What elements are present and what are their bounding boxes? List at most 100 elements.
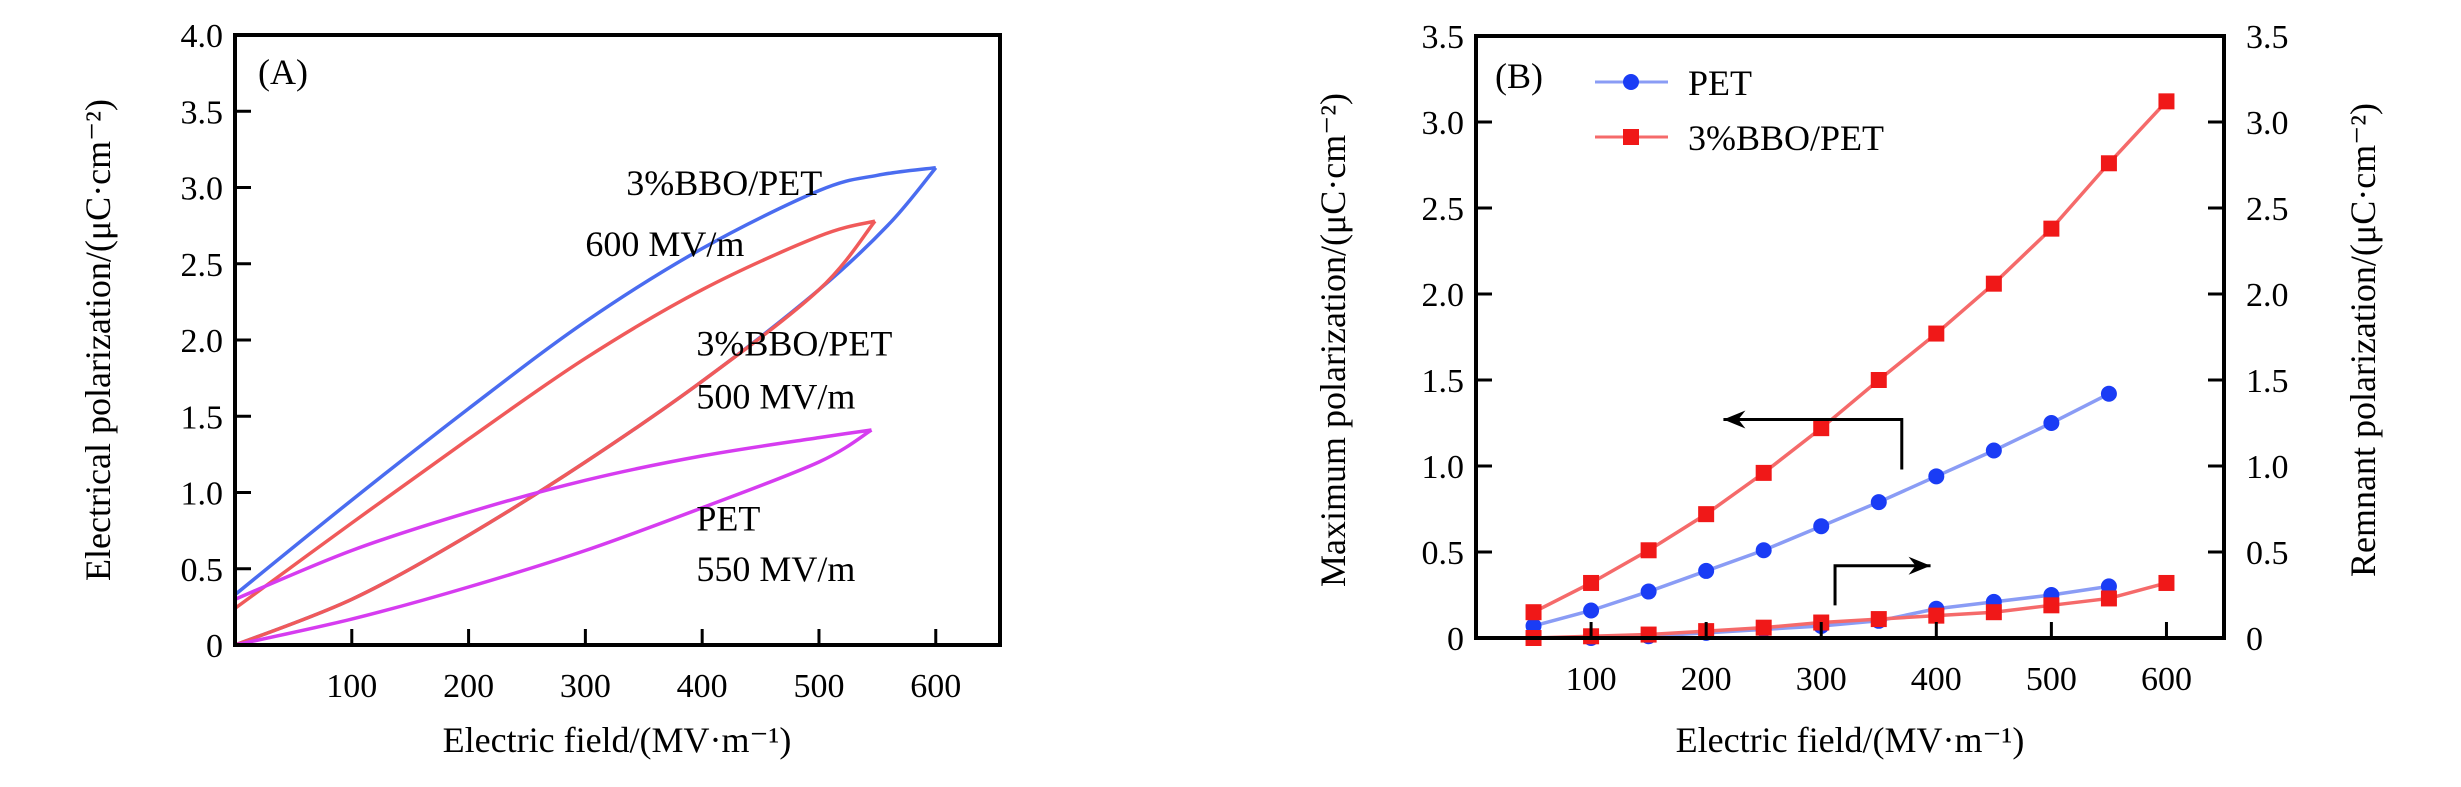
- data-point-square: [1698, 506, 1715, 523]
- data-point-square: [1985, 275, 2002, 292]
- data-point-circle: [1813, 518, 1830, 535]
- left-y-tick-label: 0: [1447, 621, 1464, 658]
- series-remnant-bbo-pet: [1525, 574, 2175, 646]
- data-point-circle: [1583, 602, 1600, 619]
- data-point-square: [2158, 93, 2175, 110]
- left-y-tick-label: 3.5: [1422, 19, 1465, 56]
- data-point-circle: [2100, 578, 2117, 595]
- y-tick-label: 1.5: [181, 399, 224, 436]
- data-point-circle: [1525, 617, 1542, 634]
- data-point-circle: [2043, 415, 2060, 431]
- data-point-square: [1583, 574, 1600, 591]
- panel-a-curves: [233, 165, 938, 647]
- right-y-tick-label: 0: [2246, 621, 2263, 658]
- data-point-square: [1755, 464, 1772, 481]
- curve-annotation: 3%BBO/PET: [626, 163, 822, 203]
- y-tick-label: 0.5: [181, 552, 224, 589]
- data-point-square: [2100, 155, 2117, 172]
- curve-annotation: PET: [696, 499, 760, 539]
- curve-annotation: 3%BBO/PET: [696, 323, 892, 363]
- data-point-square: [2158, 574, 2175, 591]
- panel-b-ticks: 100 200 300 400 500 600 0 0 0.5 0.5 1.0 1.0 1.5 1.5 2.…: [1422, 19, 2289, 698]
- panel-b-right-axis-title: Remnant polarization/(μC·cm⁻²): [2343, 103, 2383, 577]
- x-tick-label: 600: [910, 668, 961, 705]
- x-tick-label: 500: [2026, 661, 2077, 698]
- left-y-tick-label: 0.5: [1422, 535, 1465, 572]
- right-y-tick-label: 2.0: [2246, 277, 2289, 314]
- left-y-tick-label: 2.0: [1422, 277, 1465, 314]
- curve-annotation: 550 MV/m: [696, 549, 855, 589]
- data-point-square: [1640, 626, 1657, 643]
- data-point-circle: [2100, 385, 2117, 402]
- arrow-line: [1723, 418, 1904, 470]
- loop-discharging-3-bbo-pet-600-mv-m: [233, 165, 937, 597]
- panel-a-annotations: 3%BBO/PET 600 MV/m 3%BBO/PET 500 MV/m PET 550…: [585, 163, 892, 589]
- loop-charging-pet-550-mv-m: [234, 428, 873, 647]
- data-point-square: [1870, 372, 1887, 388]
- x-tick-label: 100: [1566, 661, 1617, 698]
- legend: PET 3%BBO/PET: [1595, 63, 1884, 158]
- panel-a-x-axis-title: Electric field/(MV·m⁻¹): [443, 720, 792, 760]
- loop-discharging-3-bbo-pet-500-mv-m: [233, 219, 876, 610]
- loop-charging-3-bbo-pet-500-mv-m: [234, 219, 877, 647]
- legend-entry-pet: PET: [1595, 63, 1752, 103]
- x-tick-label: 200: [1681, 661, 1732, 698]
- panel-b-series: [1525, 93, 2175, 646]
- series-maximum-pet: [1525, 385, 2117, 634]
- right-y-tick-label: 3.0: [2246, 105, 2289, 142]
- right-y-tick-label: 1.0: [2246, 449, 2289, 486]
- data-point-square: [1928, 325, 1945, 342]
- right-y-tick-label: 2.5: [2246, 191, 2289, 228]
- panel-b-frame: [1474, 34, 2226, 640]
- y-tick-label: 2.5: [181, 247, 224, 284]
- data-point-square: [1928, 607, 1945, 624]
- series-line: [1532, 100, 2168, 614]
- left-y-tick-label: 2.5: [1422, 191, 1465, 228]
- panel-b-arrows: [1723, 410, 1931, 606]
- arrowhead-icon: [1723, 410, 1746, 429]
- y-tick-label: 4.0: [181, 18, 224, 55]
- data-point-square: [1640, 542, 1657, 559]
- legend-marker-square: [1623, 129, 1639, 145]
- left-y-tick-label: 3.0: [1422, 105, 1465, 142]
- x-tick-label: 400: [1911, 661, 1962, 698]
- x-tick-label: 200: [443, 668, 494, 705]
- panel-b: 100 200 300 400 500 600 0 0 0.5 0.5 1.0 1.0 1.5 1.5 2.…: [1313, 19, 2383, 760]
- series-line: [1533, 581, 2167, 640]
- data-point-square: [2043, 220, 2060, 237]
- x-tick-label: 500: [793, 668, 844, 705]
- series-maximum-bbo-pet: [1525, 93, 2175, 621]
- x-tick-label: 300: [560, 668, 611, 705]
- x-tick-label: 100: [326, 668, 377, 705]
- panel-a: 100 200 300 400 500 600 0 0.5 1.0 1.5 2.0 2.5 3.0 3.5…: [78, 18, 1002, 760]
- data-point-square: [1813, 420, 1830, 437]
- legend-marker-circle: [1623, 74, 1639, 90]
- data-point-square: [1755, 619, 1772, 636]
- legend-entry-bbo: 3%BBO/PET: [1595, 118, 1884, 158]
- y-tick-label: 3.5: [181, 94, 224, 131]
- legend-label-bbo: 3%BBO/PET: [1688, 118, 1884, 158]
- y-tick-label: 2.0: [181, 323, 224, 360]
- data-point-circle: [1698, 562, 1715, 579]
- curve-annotation: 500 MV/m: [696, 377, 855, 417]
- legend-label-pet: PET: [1688, 63, 1752, 103]
- data-point-circle: [1985, 442, 2002, 459]
- panel-a-label: (A): [258, 52, 308, 92]
- panel-b-left-axis-title: Maximum polarization/(μC·cm⁻²): [1313, 93, 1353, 587]
- data-point-square: [1985, 604, 2002, 621]
- y-tick-label: 1.0: [181, 476, 224, 513]
- panel-b-label: (B): [1495, 56, 1543, 96]
- x-tick-label: 300: [1796, 661, 1847, 698]
- right-y-tick-label: 3.5: [2246, 19, 2289, 56]
- data-point-circle: [1640, 583, 1657, 600]
- left-y-tick-label: 1.0: [1422, 449, 1465, 486]
- data-point-square: [2043, 597, 2060, 614]
- data-point-circle: [1755, 542, 1772, 559]
- loop-discharging-pet-550-mv-m: [234, 428, 872, 601]
- right-y-tick-label: 0.5: [2246, 535, 2289, 572]
- left-y-tick-label: 1.5: [1422, 363, 1465, 400]
- panel-b-x-axis-title: Electric field/(MV·m⁻¹): [1676, 720, 2025, 760]
- data-point-square: [2100, 590, 2117, 607]
- right-y-tick-label: 1.5: [2246, 363, 2289, 400]
